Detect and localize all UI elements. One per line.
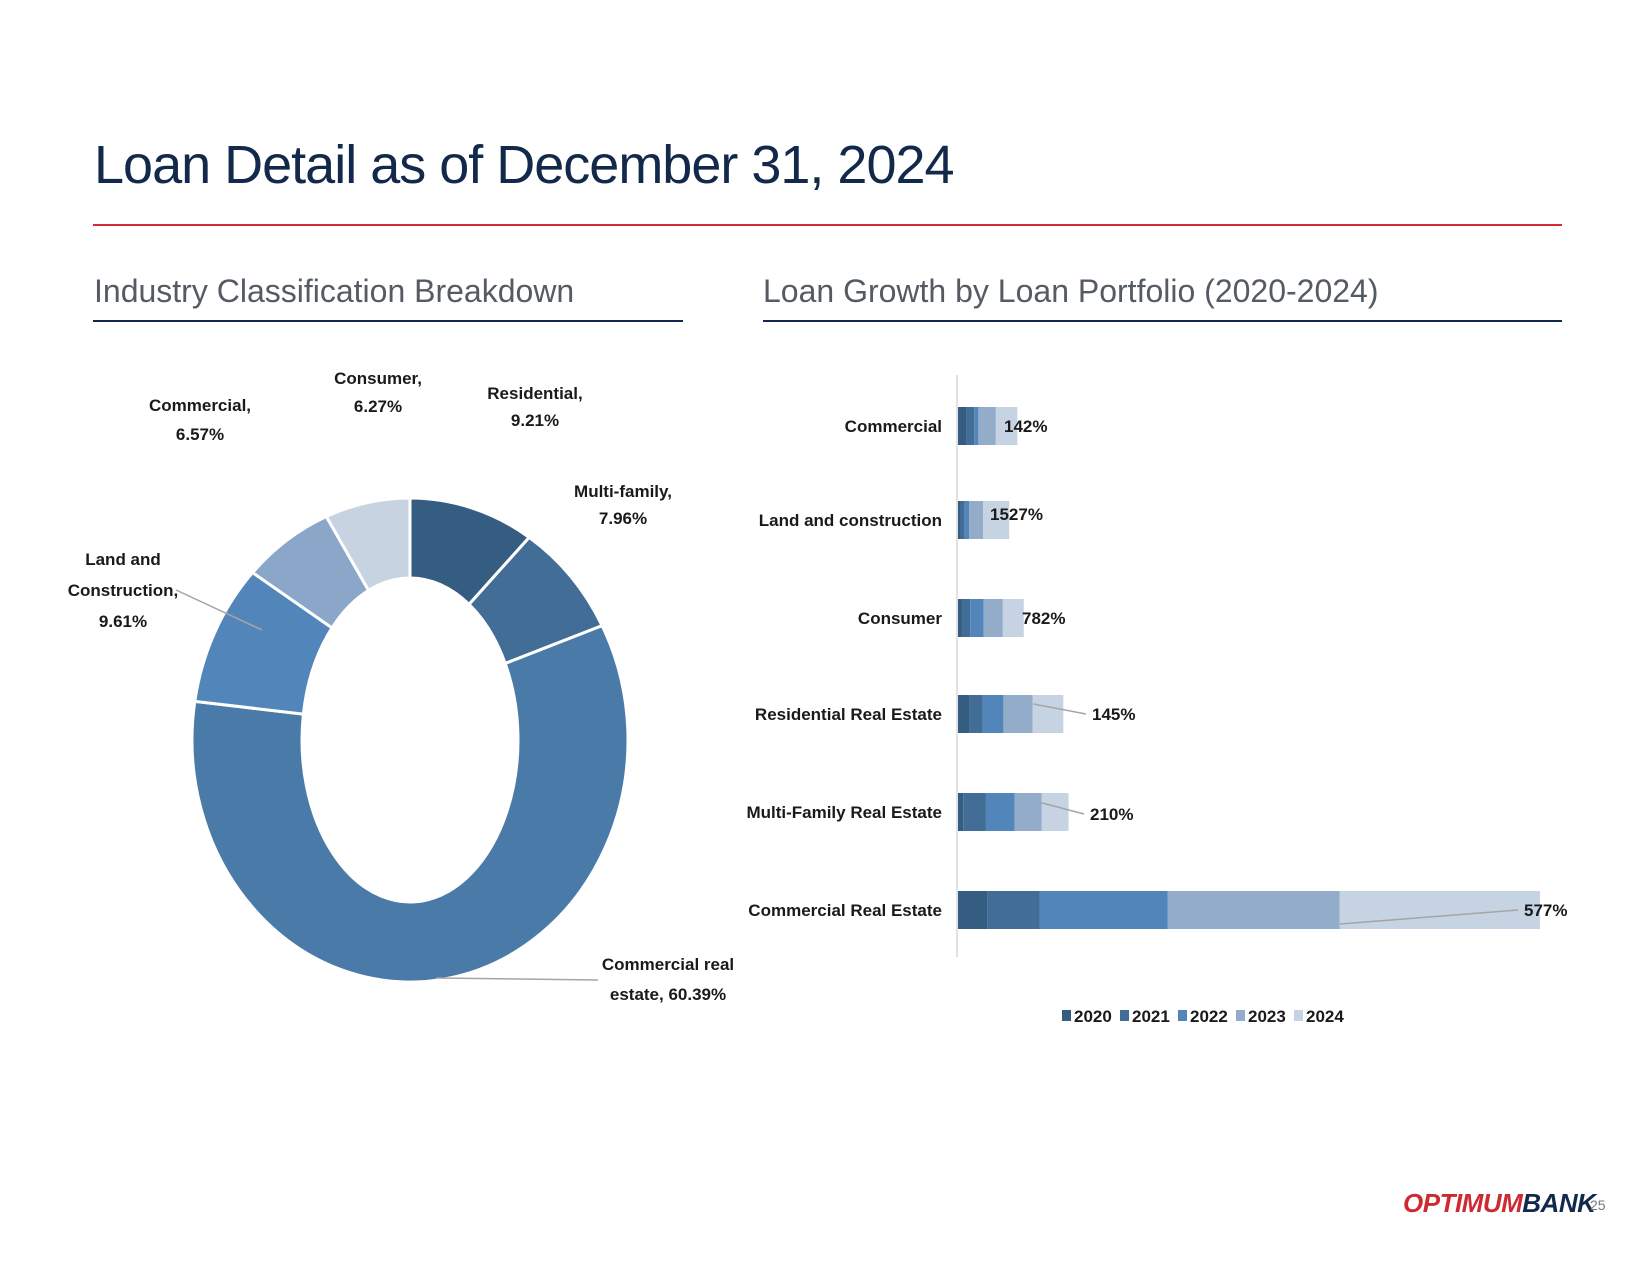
growth-label-residential-real-estate: 145% (1092, 705, 1135, 724)
donut-section-title: Industry Classification Breakdown (94, 273, 575, 309)
bar-category-label: Multi-Family Real Estate (746, 803, 942, 822)
donut-label-line: Residential, (487, 384, 582, 403)
legend-item-2022: 2022 (1178, 1007, 1228, 1026)
growth-label-commercial: 142% (1004, 417, 1047, 436)
title-divider (93, 224, 1562, 226)
bar-category-label: Commercial Real Estate (748, 901, 942, 920)
bar-segment-2022-residential-real-estate (982, 695, 1004, 733)
legend-swatch (1236, 1010, 1245, 1021)
bar-segment-2024-land-and-construction (983, 501, 1010, 539)
donut-label-residential: Residential, 9.21% (487, 384, 582, 430)
bar-category-label: Residential Real Estate (755, 705, 942, 724)
bar-segment-2022-commercial-real-estate (1039, 891, 1168, 929)
growth-label-commercial-real-estate: 577% (1524, 901, 1567, 920)
bar-segment-2023-commercial-real-estate (1167, 891, 1340, 929)
donut-label-line: Consumer, (334, 369, 422, 388)
bar-segment-2020-commercial (958, 407, 967, 445)
growth-label-multi-family-real-estate: 210% (1090, 805, 1133, 824)
donut-label-line: estate, 60.39% (610, 985, 726, 1004)
industry-donut-chart: Residential, 9.21% Multi-family, 7.96% Comme… (68, 369, 734, 1004)
bar-category-label: Commercial (845, 417, 942, 436)
donut-label-commercial-real-estate: Commercial real estate, 60.39% (602, 955, 734, 1004)
donut-label-land-and-construction: Land and Construction, 9.61% (68, 550, 179, 631)
donut-leader-land-and-construction (175, 589, 263, 631)
bar-section-divider (763, 320, 1562, 322)
bar-segment-2023-residential-real-estate (1003, 695, 1033, 733)
bar-segment-2020-multi-family-real-estate (958, 793, 964, 831)
bar-segment-2024-commercial (995, 407, 1018, 445)
bar-segment-2022-consumer (970, 599, 984, 637)
legend-item-2024: 2024 (1294, 1007, 1344, 1026)
legend-swatch (1120, 1010, 1129, 1021)
donut-label-line: 7.96% (599, 509, 647, 528)
growth-leader-line (1033, 703, 1087, 715)
bar-category-label: Consumer (858, 609, 942, 628)
bar-segment-2021-consumer (961, 599, 971, 637)
bar-segment-2020-residential-real-estate (958, 695, 970, 733)
legend-swatch (1062, 1010, 1071, 1021)
bar-segment-2021-commercial-real-estate (987, 891, 1040, 929)
growth-label-land-and-construction: 1527% (990, 505, 1043, 524)
bar-segment-2021-residential-real-estate (969, 695, 983, 733)
growth-label-consumer: 782% (1022, 609, 1065, 628)
growth-leader-line (1038, 801, 1085, 815)
donut-label-line: Construction, (68, 581, 179, 600)
legend-item-2020: 2020 (1062, 1007, 1112, 1026)
donut-section-divider (93, 320, 683, 322)
loan-growth-bar-chart: Commercial 142% Land and construction 1527%… (746, 375, 1567, 1026)
bar-segment-2023-consumer (983, 599, 1003, 637)
bar-category-label: Land and construction (759, 511, 942, 530)
legend-label: 2020 (1074, 1007, 1112, 1026)
bar-segment-2024-commercial-real-estate (1339, 891, 1540, 929)
page-number: 25 (1590, 1197, 1606, 1213)
legend-label: 2023 (1248, 1007, 1286, 1026)
bar-segment-2023-multi-family-real-estate (1014, 793, 1042, 831)
bar-segment-2022-multi-family-real-estate (985, 793, 1015, 831)
bar-segment-2020-consumer (958, 599, 962, 637)
bar-segment-2023-land-and-construction (969, 501, 984, 539)
donut-label-consumer: Consumer, 6.27% (334, 369, 422, 416)
optimum-bank-logo: OPTIMUMBANK (1403, 1188, 1596, 1218)
bar-segment-2024-consumer (1002, 599, 1024, 637)
donut-label-line: Multi-family, (574, 482, 672, 501)
donut-leader-commercial-real-estate (435, 977, 599, 981)
bar-segment-2022-land-and-construction (964, 501, 970, 539)
bar-segment-2022-commercial (974, 407, 979, 445)
legend-item-2023: 2023 (1236, 1007, 1286, 1026)
bar-segment-2020-commercial-real-estate (958, 891, 988, 929)
donut-label-line: Commercial real (602, 955, 734, 974)
bar-section-title: Loan Growth by Loan Portfolio (2020-2024… (763, 273, 1379, 309)
bar-segment-2024-residential-real-estate (1032, 695, 1064, 733)
donut-label-line: Commercial, (149, 396, 251, 415)
bar-segment-2021-land-and-construction (960, 501, 965, 539)
page-title: Loan Detail as of December 31, 2024 (94, 135, 955, 195)
donut-slice-consumer (324, 496, 412, 593)
donut-label-line: Land and (85, 550, 161, 569)
legend-label: 2022 (1190, 1007, 1228, 1026)
donut-label-line: 6.27% (354, 397, 402, 416)
bar-segment-2021-multi-family-real-estate (963, 793, 986, 831)
legend-swatch (1178, 1010, 1187, 1021)
donut-label-commercial: Commercial, 6.57% (149, 396, 251, 444)
donut-label-line: 9.21% (511, 411, 559, 430)
bar-segment-2024-multi-family-real-estate (1041, 793, 1069, 831)
bar-segment-2020-land-and-construction (958, 501, 961, 539)
donut-label-line: 9.61% (99, 612, 147, 631)
donut-label-multi-family: Multi-family, 7.96% (574, 482, 672, 528)
legend-label: 2021 (1132, 1007, 1170, 1026)
bar-segment-2023-commercial (978, 407, 996, 445)
bar-segment-2021-commercial (966, 407, 975, 445)
growth-leader-line (1339, 909, 1519, 925)
legend-item-2021: 2021 (1120, 1007, 1170, 1026)
legend-swatch (1294, 1010, 1303, 1021)
legend-label: 2024 (1306, 1007, 1344, 1026)
donut-label-line: 6.57% (176, 425, 224, 444)
